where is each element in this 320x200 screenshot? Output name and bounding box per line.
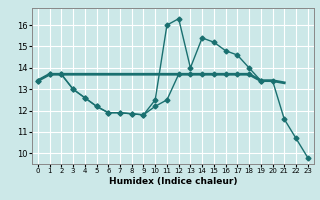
X-axis label: Humidex (Indice chaleur): Humidex (Indice chaleur): [108, 177, 237, 186]
